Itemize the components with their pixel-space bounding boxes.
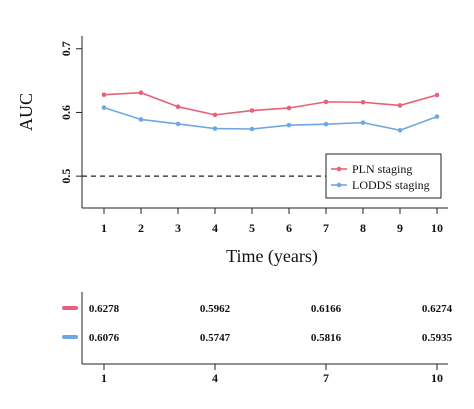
y-axis-title: AUC: [16, 93, 36, 131]
data-point: [397, 127, 403, 133]
data-point: [360, 120, 366, 125]
x-tick-label: 5: [249, 221, 255, 235]
data-point: [286, 105, 292, 111]
table-x-tick-label: 10: [431, 371, 443, 385]
legend-box: [325, 153, 442, 199]
table-cell: 0.6166: [311, 303, 342, 315]
x-tick-label: 7: [323, 221, 329, 235]
y-tick-label: 0.7: [59, 41, 73, 56]
x-axis-title: Time (years): [226, 246, 318, 267]
x-tick-label: 2: [138, 221, 144, 235]
data-point: [286, 122, 292, 128]
x-tick-label: 4: [212, 221, 218, 235]
x-tick-label: 6: [286, 221, 292, 235]
data-point: [323, 99, 329, 105]
data-point: [212, 112, 218, 118]
data-point: [249, 126, 255, 132]
x-tick-label: 8: [360, 221, 366, 235]
table-x-tick-label: 1: [101, 371, 107, 385]
data-point: [249, 108, 255, 113]
data-point: [323, 121, 329, 127]
table-cell: 0.6076: [89, 332, 120, 344]
x-tick-label: 9: [397, 221, 403, 235]
legend-marker: [336, 182, 342, 188]
data-point: [175, 104, 181, 110]
data-point: [138, 117, 144, 122]
table-cell: 0.6278: [89, 303, 120, 315]
legend-label: PLN staging: [352, 162, 412, 176]
x-tick-label: 1: [101, 221, 107, 235]
y-tick-label: 0.6: [59, 105, 73, 120]
data-point: [397, 103, 403, 108]
legend-marker: [336, 166, 342, 172]
table-cell: 0.5962: [200, 303, 231, 315]
series-line-pln: [103, 91, 438, 116]
data-point: [212, 126, 218, 131]
plot-area: 0.5 0.6 0.7 1 2 3 4 5 6 7 8 9 10 PLN staging LODDS sta…: [59, 36, 448, 235]
auc-table: 0.6278 0.5962 0.6166 0.6274 0.6076 0.5747 0.58…: [62, 292, 453, 385]
data-point: [101, 92, 107, 98]
table-cell: 0.5935: [422, 332, 453, 344]
data-point: [175, 121, 181, 127]
x-tick-label: 10: [431, 221, 443, 235]
data-point: [434, 92, 440, 98]
series-line-lodds: [103, 106, 438, 132]
table-x-tick-label: 4: [212, 371, 218, 385]
data-point: [101, 105, 107, 110]
table-cell: 0.5747: [200, 332, 231, 344]
table-cell: 0.5816: [311, 332, 342, 344]
x-tick-label: 3: [175, 221, 181, 235]
data-point: [434, 114, 440, 119]
data-point: [360, 99, 366, 105]
table-x-tick-label: 7: [323, 371, 329, 385]
legend-label: LODDS staging: [352, 178, 430, 192]
y-tick-label: 0.5: [59, 169, 73, 184]
data-point: [138, 90, 144, 95]
table-cell: 0.6274: [422, 303, 453, 315]
